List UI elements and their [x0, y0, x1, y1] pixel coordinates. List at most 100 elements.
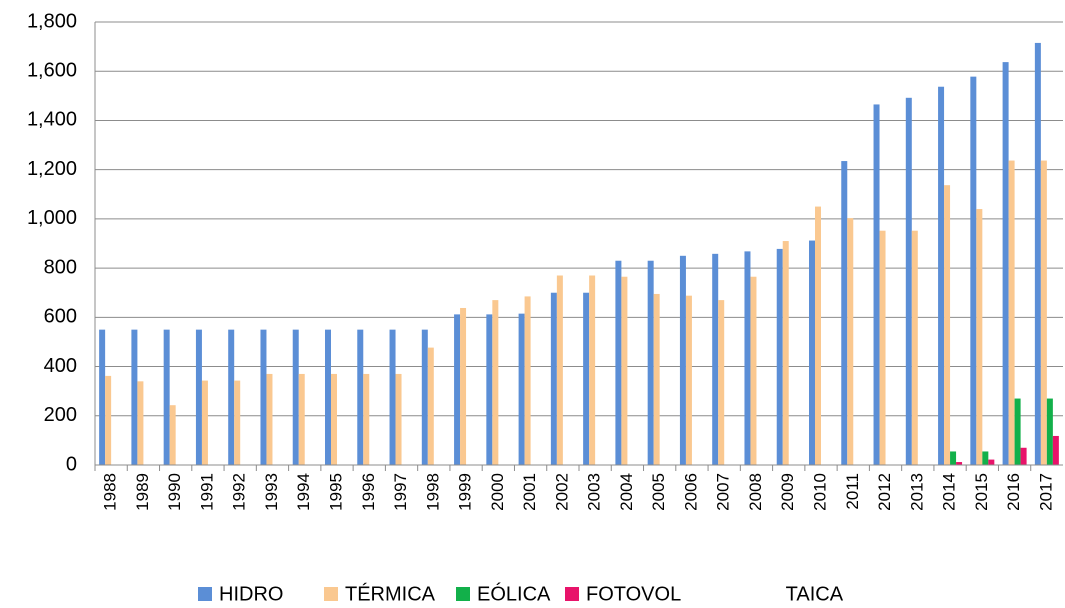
bar — [260, 329, 267, 465]
legend-swatch — [456, 587, 470, 601]
x-tick-label: 1997 — [391, 473, 410, 511]
y-tick-label: 400 — [44, 355, 77, 377]
y-tick-label: 800 — [44, 256, 77, 278]
bar — [298, 373, 305, 465]
legend-swatch — [198, 587, 212, 601]
x-tick-label: 1995 — [326, 473, 345, 511]
x-tick-label: 1991 — [197, 473, 216, 511]
bar — [1052, 435, 1059, 465]
x-tick-label: 2015 — [972, 473, 991, 511]
x-tick-label: 2001 — [520, 473, 539, 511]
x-tick-label: 2000 — [488, 473, 507, 511]
bar — [169, 405, 176, 465]
x-tick-label: 1998 — [423, 473, 442, 511]
bar — [1046, 398, 1053, 465]
legend-swatch — [324, 587, 338, 601]
bar — [325, 329, 331, 465]
x-tick-label: 1992 — [230, 473, 249, 511]
bar — [982, 451, 989, 465]
bar — [589, 275, 596, 465]
bar — [847, 218, 854, 465]
bar — [454, 314, 461, 465]
x-tick-label: 2007 — [714, 473, 733, 511]
bar — [950, 451, 957, 465]
x-tick-label: 1990 — [165, 473, 184, 511]
bar — [228, 329, 235, 465]
bar — [685, 295, 692, 465]
bar — [718, 300, 725, 465]
x-tick-label: 2014 — [940, 473, 959, 511]
bar — [712, 253, 719, 465]
bar — [357, 329, 364, 465]
bar — [266, 373, 273, 465]
x-tick-label: 1999 — [456, 473, 475, 511]
bar — [653, 293, 660, 465]
bar — [970, 76, 977, 466]
bar — [201, 380, 208, 465]
bar — [621, 276, 628, 465]
bar — [744, 251, 751, 465]
bar — [550, 292, 557, 465]
bar — [1020, 447, 1027, 465]
bar — [815, 206, 821, 466]
bar — [99, 329, 106, 465]
x-tick-label: 2002 — [552, 473, 571, 511]
bar — [1034, 42, 1041, 466]
bar — [776, 248, 783, 465]
y-tick-label: 1,600 — [27, 60, 77, 82]
y-tick-label: 1,000 — [27, 207, 77, 229]
bar — [486, 314, 493, 465]
bar — [956, 462, 963, 465]
bar — [331, 373, 337, 465]
legend-swatch — [565, 587, 579, 601]
x-tick-label: 1996 — [359, 473, 378, 511]
bar — [105, 375, 112, 465]
bar — [421, 329, 428, 465]
bar — [492, 300, 499, 465]
bar — [615, 260, 622, 465]
legend-label: FOTOVOL TAICA — [586, 583, 844, 605]
y-tick-label: 1,200 — [27, 158, 77, 180]
bar — [137, 381, 144, 465]
bar — [938, 86, 945, 465]
bar — [195, 329, 202, 465]
x-tick-label: 1993 — [262, 473, 281, 511]
x-tick-label: 2003 — [585, 473, 604, 511]
y-tick-label: 200 — [44, 404, 77, 426]
bar — [873, 104, 880, 466]
bar — [292, 329, 299, 465]
bar — [556, 275, 563, 465]
x-tick-label: 2004 — [617, 473, 636, 511]
bar — [976, 209, 983, 465]
y-tick-label: 0 — [66, 453, 77, 475]
bar — [1008, 160, 1015, 466]
bar — [524, 296, 531, 465]
x-tick-label: 2012 — [875, 473, 894, 511]
x-tick-label: 2013 — [907, 473, 926, 511]
bar — [363, 373, 370, 465]
x-tick-label: 2011 — [843, 473, 862, 510]
x-tick-label: 1988 — [101, 473, 120, 511]
x-tick-label: 2009 — [778, 473, 797, 511]
legend-label: HIDRO — [219, 583, 283, 605]
bar — [1040, 160, 1047, 466]
bar — [944, 185, 951, 465]
bar — [1002, 62, 1009, 465]
x-tick-label: 1994 — [294, 473, 313, 511]
legend-label: TÉRMICA — [345, 582, 436, 605]
x-tick-label: 2006 — [681, 473, 700, 511]
bar — [750, 276, 757, 465]
x-tick-label: 2008 — [746, 473, 765, 511]
legend-label: EÓLICA — [477, 582, 551, 605]
bar — [841, 161, 848, 465]
bar — [460, 307, 467, 465]
x-tick-label: 2005 — [649, 473, 668, 511]
bar — [389, 329, 396, 465]
x-tick-label: 1989 — [133, 473, 152, 511]
y-tick-label: 600 — [44, 306, 77, 328]
bar — [518, 313, 525, 465]
bar — [395, 373, 402, 465]
x-tick-label: 2017 — [1036, 473, 1055, 511]
bar — [911, 230, 918, 465]
